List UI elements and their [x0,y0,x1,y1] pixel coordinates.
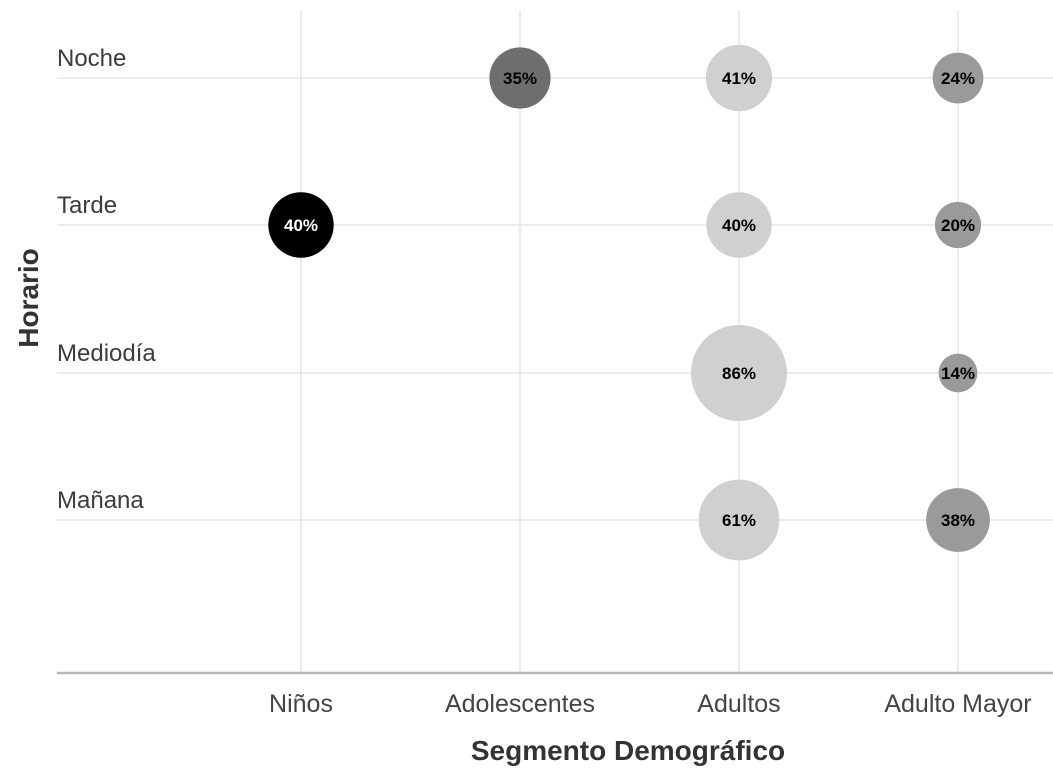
bubble [938,353,978,393]
y-axis-title: Horario [13,248,44,348]
x-tick-label: Niños [269,690,333,718]
bubble [698,479,780,561]
x-tick-label: Adolescentes [445,690,595,718]
bubble [926,488,990,552]
bubble-label: 38% [941,511,975,530]
bubble-label: 35% [503,69,537,88]
y-tick-label: Mediodía [57,340,156,367]
x-tick-label: Adulto Mayor [884,690,1031,718]
bubble [934,201,982,249]
y-tick-labels: Mañana Mediodía Tarde Noche [57,45,156,514]
bubble-label: 14% [941,364,975,383]
bubble-label: 20% [941,216,975,235]
y-tick-label: Noche [57,45,126,72]
y-tick-label: Mañana [57,487,144,514]
y-tick-label: Tarde [57,192,117,219]
horizontal-gridlines [57,77,1053,521]
bubble-label: 24% [941,69,975,88]
bubble [705,44,773,112]
x-tick-label: Adultos [697,690,780,718]
bubble [706,192,772,258]
bubble-label: 40% [722,216,756,235]
bubble [489,47,551,109]
vertical-gridlines [300,10,959,673]
bubble-label: 41% [722,69,756,88]
bubble [932,52,984,104]
bubbles: 35% 41% 24% 40% 40% 20% 86% 14% 61% 38% [268,44,990,561]
x-axis-title: Segmento Demográfico [471,735,785,766]
bubble-label: 40% [284,216,318,235]
bubble-label: 61% [722,511,756,530]
bubble-label: 86% [722,364,756,383]
bubble [268,192,334,258]
bubble [691,325,787,421]
x-tick-labels: Niños Adolescentes Adultos Adulto Mayor [269,690,1032,718]
